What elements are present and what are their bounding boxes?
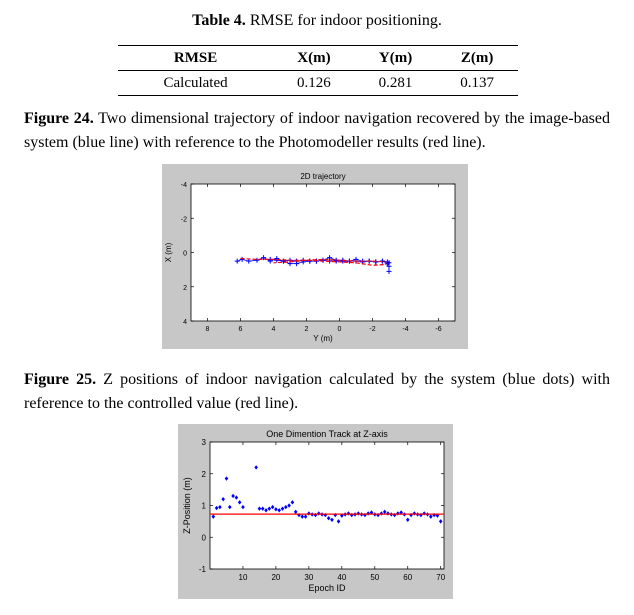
data-point — [280, 506, 285, 511]
table-header-row: RMSE X(m) Y(m) Z(m) — [118, 45, 518, 71]
x-tick-label: 0 — [338, 326, 342, 333]
x-tick-label: 6 — [239, 326, 243, 333]
table-row: Calculated 0.126 0.281 0.137 — [118, 71, 518, 96]
y-tick-label: -1 — [199, 565, 207, 574]
x-tick-label: 70 — [436, 573, 445, 582]
data-point — [254, 257, 260, 263]
data-point — [379, 511, 384, 516]
y-tick-label: -2 — [181, 216, 187, 223]
x-axis-label: Y (m) — [313, 334, 333, 343]
figure-25-caption-label: Figure 25. — [24, 371, 97, 388]
data-point — [254, 465, 258, 470]
table-cell: 0.137 — [460, 74, 495, 91]
data-point — [221, 496, 225, 502]
data-point — [438, 519, 443, 524]
y-tick-label: 4 — [183, 319, 187, 326]
x-tick-label: -4 — [402, 326, 408, 333]
data-point — [218, 504, 222, 510]
y-tick-label: 3 — [202, 438, 207, 447]
data-point — [336, 519, 341, 524]
x-tick-label: 60 — [403, 573, 412, 582]
data-point — [373, 259, 379, 265]
data-point — [234, 495, 239, 500]
data-point — [231, 493, 235, 499]
data-point — [396, 511, 400, 516]
reference-line — [240, 257, 387, 266]
figure-25-caption: Figure 25. Z positions of indoor navigat… — [24, 368, 610, 416]
y-tick-label: 0 — [202, 533, 207, 542]
figure-25-plot: One Dimention Track at Z-axis 10 20 30 40 50 6… — [178, 424, 453, 599]
x-tick-label: 8 — [206, 326, 210, 333]
x-axis-label: Epoch ID — [308, 583, 346, 593]
x-tick-label: 50 — [370, 573, 379, 582]
y-axis-label: Z-Position (m) — [182, 477, 192, 534]
data-point — [412, 511, 417, 516]
table-header-cell: Y(m) — [378, 49, 413, 66]
data-point — [224, 476, 229, 481]
data-point — [366, 511, 370, 516]
rmse-table: RMSE X(m) Y(m) Z(m) Calculated 0.126 0.2… — [118, 45, 518, 96]
x-tick-label: 30 — [304, 573, 313, 582]
figure-24-caption: Figure 24. Two dimensional trajectory of… — [24, 107, 610, 155]
data-point — [214, 505, 219, 511]
table-header-cell: RMSE — [173, 49, 218, 66]
data-point — [320, 257, 326, 263]
y-tick-label: -4 — [181, 182, 187, 189]
y-tick-label: 2 — [183, 285, 187, 292]
figure-24-caption-label: Figure 24. — [24, 110, 94, 127]
figure-24-caption-text: Two dimensional trajectory of indoor nav… — [24, 110, 611, 151]
figure-25-caption-text: Z positions of indoor navigation calcula… — [24, 371, 611, 412]
data-point — [257, 506, 262, 511]
table-header-cell: Z(m) — [460, 49, 494, 66]
data-point — [264, 508, 268, 513]
table-caption-label: Table 4. — [192, 12, 246, 29]
table-caption: Table 4. RMSE for indoor positioning. — [0, 12, 634, 30]
x-tick-label: -6 — [435, 326, 441, 333]
data-point — [284, 504, 288, 510]
x-tick-label: 10 — [239, 573, 248, 582]
data-point — [346, 511, 351, 516]
table-header-cell: X(m) — [297, 49, 331, 66]
table-cell: Calculated — [163, 74, 228, 91]
y-axis-label: X (m) — [164, 242, 173, 262]
data-point — [261, 255, 267, 261]
data-point — [277, 508, 282, 513]
data-point — [356, 511, 361, 516]
y-tick-label: 2 — [202, 470, 207, 479]
figure-24-plot: 2D trajectory 8 6 4 2 0 -2 -4 -6 -4 -2 0 2 4 Y (m) X (m… — [162, 164, 468, 349]
trajectory-2d-chart: 2D trajectory 8 6 4 2 0 -2 -4 -6 -4 -2 0 2 4 Y (m) X (m… — [164, 172, 456, 343]
x-tick-label: 20 — [271, 573, 280, 582]
data-point — [294, 261, 300, 267]
data-point — [399, 510, 403, 515]
data-point — [287, 503, 291, 508]
data-point — [287, 261, 293, 267]
table-cell: 0.126 — [297, 74, 331, 91]
data-point — [386, 268, 392, 274]
chart-title: One Dimention Track at Z-axis — [266, 429, 388, 439]
data-point — [227, 504, 232, 510]
y-tick-label: 0 — [183, 251, 187, 258]
data-point — [241, 504, 245, 510]
x-tick-label: 40 — [337, 573, 346, 582]
data-point — [260, 506, 265, 511]
chart-title: 2D trajectory — [300, 172, 345, 181]
data-point — [267, 506, 272, 511]
table-cell: 0.281 — [378, 74, 413, 91]
plot-area — [190, 183, 456, 322]
data-point — [234, 258, 240, 264]
x-tick-label: -2 — [369, 326, 375, 333]
plot-area — [209, 441, 445, 570]
x-tick-label: 2 — [305, 326, 309, 333]
y-tick-label: 1 — [202, 502, 207, 511]
table-caption-text: RMSE for indoor positioning. — [245, 12, 442, 29]
data-point — [376, 512, 380, 518]
data-point — [386, 511, 390, 516]
data-point — [239, 256, 245, 262]
data-point — [270, 504, 275, 510]
x-tick-label: 4 — [272, 326, 276, 333]
